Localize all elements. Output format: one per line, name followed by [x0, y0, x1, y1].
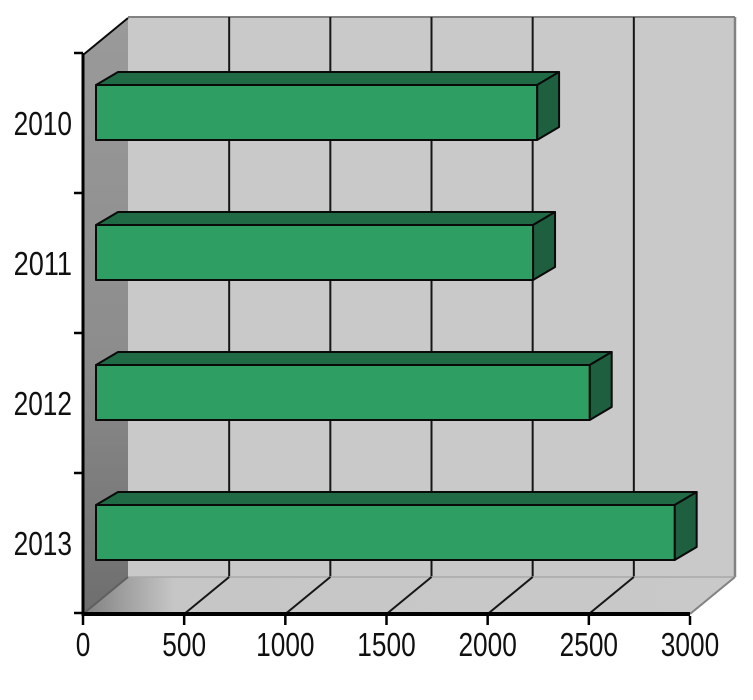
- floor-tickline-1500: [385, 576, 433, 615]
- bar-2012: [95, 364, 591, 421]
- floor-tickline-2000: [487, 576, 534, 615]
- category-label-2011: 2011: [14, 245, 72, 282]
- bar-2010: [95, 84, 539, 141]
- left-wall: [83, 18, 128, 614]
- x-tick-label-0: 0: [76, 626, 91, 663]
- floor-right-edge: [689, 576, 736, 615]
- x-tick-label-2000: 2000: [458, 626, 516, 663]
- bar-top-2010: [95, 71, 561, 86]
- bar-top-2012: [95, 351, 613, 366]
- bar-top-2013: [95, 491, 698, 506]
- floor-tickline-2500: [588, 576, 635, 615]
- bar-side-2012: [588, 351, 613, 421]
- category-label-2012: 2012: [14, 385, 72, 422]
- x-tick-label-2500: 2500: [560, 626, 618, 663]
- bar-2011: [95, 224, 535, 281]
- x-tick-label-1000: 1000: [256, 626, 314, 663]
- bar-side-2013: [673, 491, 698, 561]
- x-tick-label-1500: 1500: [357, 626, 415, 663]
- top-left-edge: [82, 17, 129, 56]
- bar-side-2010: [536, 71, 561, 141]
- floor-tickline-1000: [284, 576, 331, 615]
- bottom-left-edge: [82, 576, 129, 615]
- bar-top-2011: [95, 211, 557, 226]
- bar-side-2011: [532, 211, 557, 281]
- x-tick-label-500: 500: [162, 626, 206, 663]
- x-tick-label-3000: 3000: [661, 626, 719, 663]
- category-label-2013: 2013: [14, 525, 72, 562]
- floor-tickline-500: [183, 576, 230, 615]
- bar-2013: [95, 504, 676, 561]
- category-label-2010: 2010: [14, 105, 72, 142]
